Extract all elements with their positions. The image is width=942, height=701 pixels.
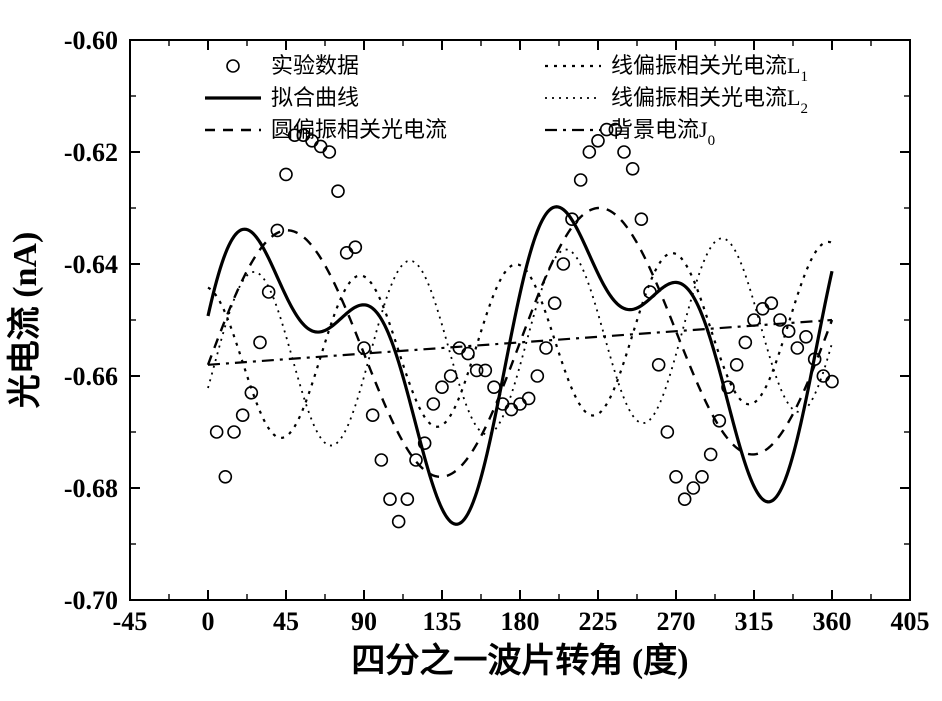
y-tick-label: -0.70 [64,586,118,615]
y-tick-label: -0.66 [64,362,118,391]
legend-label-fit: 拟合曲线 [271,85,359,110]
x-tick-label: 360 [813,607,852,636]
photocurrent-chart: -4504590135180225270315360405-0.70-0.68-… [0,0,942,701]
y-tick-label: -0.62 [64,138,118,167]
x-tick-label: 405 [891,607,930,636]
x-tick-label: 270 [657,607,696,636]
x-tick-label: 225 [579,607,618,636]
y-tick-label: -0.68 [64,474,118,503]
x-tick-label: 45 [273,607,299,636]
x-tick-label: 0 [202,607,215,636]
chart-container: -4504590135180225270315360405-0.70-0.68-… [0,0,942,701]
x-axis-label: 四分之一波片转角 (度) [351,642,688,680]
legend-label-exp: 实验数据 [271,53,359,78]
x-tick-label: 315 [735,607,774,636]
y-axis-label: 光电流 (nA) [6,232,44,409]
x-tick-label: 180 [501,607,540,636]
y-tick-label: -0.60 [64,26,118,55]
x-tick-label: 135 [423,607,462,636]
x-tick-label: 90 [351,607,377,636]
legend-label-circ: 圆偏振相关光电流 [271,117,447,142]
y-tick-label: -0.64 [64,250,118,279]
